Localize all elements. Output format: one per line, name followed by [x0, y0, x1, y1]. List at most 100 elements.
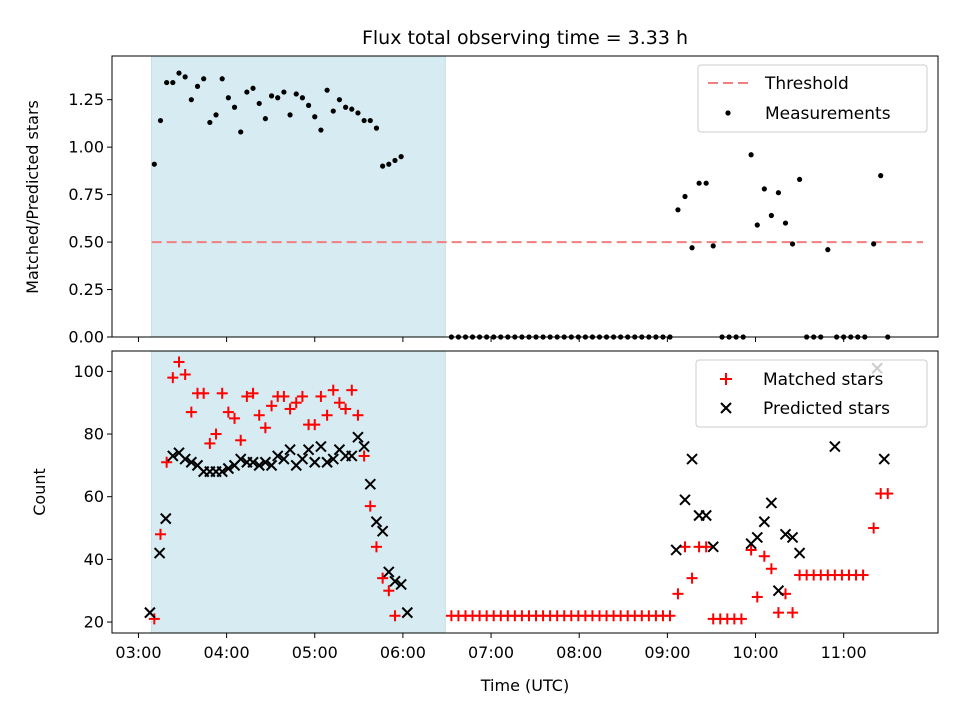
measurement-point: [318, 127, 324, 133]
measurement-point: [761, 186, 767, 192]
measurement-point: [256, 100, 262, 107]
predicted-star-point: [259, 456, 272, 468]
matched-star-point: [758, 550, 770, 562]
measurement-point: [878, 173, 884, 179]
predicted-star-point: [358, 440, 370, 453]
top-y-axis-label: Matched/Predicted stars: [23, 100, 42, 294]
matched-star-point: [751, 591, 763, 603]
matched-star-point: [179, 369, 191, 380]
matched-star-point: [154, 528, 166, 540]
matched-star-point: [185, 406, 197, 418]
predicted-star-point: [383, 566, 395, 578]
matched-star-point: [284, 403, 296, 415]
matched-star-point: [198, 387, 210, 399]
measurement-point: [238, 129, 244, 135]
measurement-point: [201, 76, 207, 82]
measurement-point: [710, 243, 716, 249]
matched-star-point: [296, 390, 308, 402]
measurement-point: [194, 83, 201, 89]
measurement-point: [386, 161, 392, 167]
predicted-star-point: [265, 459, 278, 472]
predicted-star-point: [370, 516, 383, 528]
bottom-axes-frame: [111, 350, 939, 634]
x-tick-label: 10:00: [732, 643, 778, 662]
bottom-shaded-span: [151, 350, 446, 634]
measurement-point: [754, 222, 760, 228]
matched-star-point: [735, 613, 747, 625]
measurement-point: [182, 74, 188, 80]
predicted-star-point: [153, 547, 166, 559]
measurement-point: [361, 117, 367, 124]
legend-threshold-label: Threshold: [764, 74, 849, 94]
x-tick-label: 03:00: [115, 643, 161, 662]
legend-predicted-label: Predicted stars: [763, 399, 890, 419]
x-tick-label: 08:00: [556, 643, 602, 662]
matched-star-point: [664, 610, 676, 622]
matched-star-point: [352, 409, 364, 421]
measurement-point: [281, 89, 287, 95]
matched-star-point: [161, 456, 173, 468]
top-panel: 0.00 0.25 0.50 0.75 1.00 1.25 Flux total obse…: [23, 27, 939, 347]
top-title: Flux total observing time = 3.33 h: [362, 27, 688, 49]
legend-measurements-label: Measurements: [765, 104, 891, 124]
matched-star-point: [745, 544, 757, 556]
measurement-point: [871, 241, 877, 247]
top-x-ticks: [137, 337, 845, 342]
predicted-star-point: [679, 494, 691, 506]
predicted-star-point: [234, 453, 247, 465]
measurement-point: [349, 106, 355, 112]
measurement-point: [330, 108, 336, 114]
y-tick-label: 0.25: [68, 280, 104, 299]
measurement-point: [312, 114, 318, 120]
x-axis-label: Time (UTC): [480, 676, 569, 695]
bottom-y-axis-label: Count: [30, 468, 49, 516]
predicted-star-point: [686, 453, 698, 465]
measurement-point: [796, 176, 803, 183]
measurement-point: [343, 104, 349, 110]
matched-star-point: [247, 387, 259, 399]
measurement-point: [703, 180, 709, 186]
matched-star-point: [259, 422, 271, 434]
top-axes-frame: [111, 55, 939, 338]
predicted-star-point: [309, 456, 321, 468]
matched-star-point: [700, 541, 712, 553]
y-tick-label: 1.00: [68, 138, 104, 157]
matched-star-point: [173, 356, 185, 368]
matched-star-point: [765, 563, 777, 575]
x-tick-label: 11:00: [821, 643, 867, 662]
measurement-point: [250, 85, 256, 91]
matched-star-point: [370, 541, 382, 553]
measurement-point: [336, 97, 343, 103]
y-tick-label: 1.25: [68, 90, 104, 109]
y-tick-label: 0.75: [68, 185, 104, 204]
matched-star-point: [383, 585, 395, 597]
legend-predicted-swatch: [720, 402, 732, 414]
measurement-point: [275, 95, 281, 101]
matched-star-point: [686, 572, 698, 584]
predicted-stars-series: [144, 362, 890, 619]
predicted-star-point: [216, 465, 228, 478]
measurement-point: [299, 95, 306, 101]
measurement-point: [231, 104, 238, 110]
matched-star-point: [389, 610, 401, 622]
matched-star-point: [309, 419, 321, 431]
measurement-point: [689, 245, 695, 251]
measurement-point: [380, 163, 386, 169]
measurement-point: [782, 220, 789, 226]
predicted-star-point: [222, 462, 235, 475]
measurement-point: [748, 152, 754, 158]
top-legend-box: [697, 64, 928, 133]
predicted-star-point: [401, 606, 414, 619]
predicted-star-point: [296, 453, 309, 465]
predicted-star-point: [179, 453, 191, 465]
legend-matched-swatch: [720, 373, 732, 385]
measurement-point: [768, 212, 774, 219]
measurement-point: [305, 102, 312, 108]
measurement-point: [207, 119, 213, 126]
bottom-x-ticks: 03:00 04:00 05:00 06:00 07:00 08:00 09:00 10:00…: [115, 633, 867, 662]
predicted-star-point: [765, 497, 778, 509]
predicted-star-point: [670, 544, 682, 556]
matched-star-point: [868, 522, 880, 534]
matched-star-point: [672, 588, 684, 600]
matched-star-point: [253, 409, 265, 421]
